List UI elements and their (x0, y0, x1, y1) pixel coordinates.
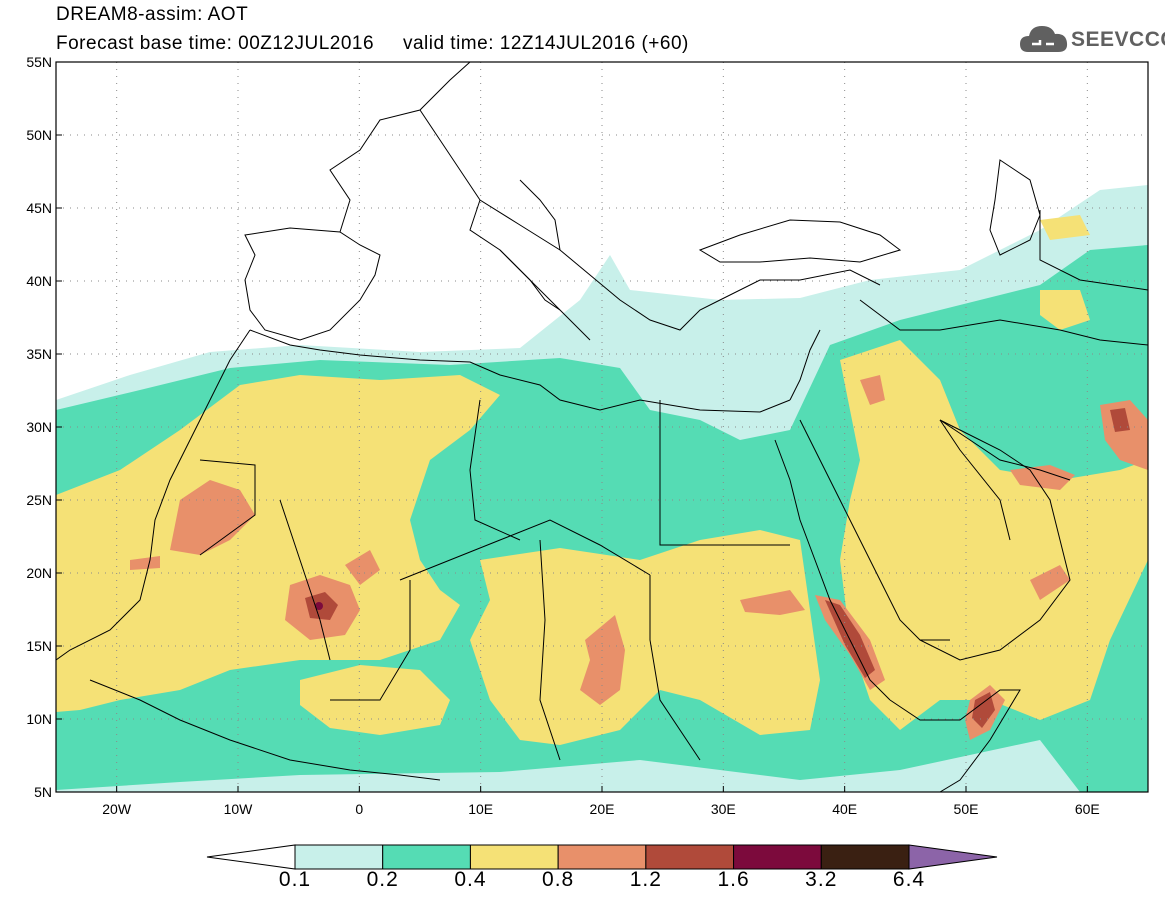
lat-label: 5N (34, 784, 52, 800)
aot-band-1.2-b (972, 692, 995, 728)
colorbar-swatch (733, 844, 822, 870)
coastlines (56, 62, 1148, 792)
latitude-labels: 55N 50N 45N 40N 35N 30N 25N 20N 15N 10N 5N (26, 54, 62, 800)
lon-label: 40E (832, 801, 857, 817)
logo-text: SEEVCCC (1071, 28, 1165, 51)
seevccc-logo: SEEVCCC (1018, 22, 1165, 56)
colorbar-max-arrow (908, 844, 998, 870)
aot-band-0.4-arabia (840, 340, 1148, 730)
lat-label: 35N (26, 346, 52, 362)
aot-band-0.4-west (56, 375, 500, 712)
aot-band-0.4-caspian (1040, 215, 1090, 240)
lat-label: 40N (26, 273, 52, 289)
graticule (56, 62, 1148, 792)
lon-label: 10E (468, 801, 493, 817)
chart-subtitle: Forecast base time: 00Z12JUL2016 valid t… (56, 33, 689, 54)
colorbar-tick-label: 0.4 (454, 868, 487, 891)
lat-label: 10N (26, 711, 52, 727)
aot-band-1.6-peak (315, 602, 323, 610)
lon-label: 30E (711, 801, 736, 817)
colorbar (206, 844, 998, 870)
aot-band-0.4-central (470, 530, 820, 745)
lat-label: 55N (26, 54, 52, 70)
colorbar-swatch (294, 844, 384, 870)
lat-label: 30N (26, 419, 52, 435)
colorbar-tick-label: 0.1 (278, 868, 312, 891)
lat-label: 45N (26, 200, 52, 216)
colorbar-tick-label: 1.2 (629, 868, 662, 891)
lat-label: 25N (26, 492, 52, 508)
lat-label: 50N (26, 127, 52, 143)
colorbar-swatch (469, 844, 559, 870)
lon-label: 20W (102, 801, 132, 817)
colorbar-tick-label: 3.2 (805, 868, 838, 891)
colorbar-min-arrow (206, 844, 296, 870)
colorbar-tick-label: 0.2 (366, 868, 399, 891)
aot-band-0.4-persia (1040, 290, 1090, 330)
aot-band-0.8-a (170, 480, 255, 555)
colorbar-swatch (382, 844, 471, 870)
lat-label: 15N (26, 638, 52, 654)
lat-label: 20N (26, 565, 52, 581)
lon-label: 20E (590, 801, 615, 817)
colorbar-tick-label: 1.6 (717, 868, 750, 891)
cloud-logo-icon (1020, 26, 1068, 52)
longitude-labels: 20W 10W 0 10E 20E 30E 40E 50E 60E (102, 786, 1100, 817)
colorbar-tick-label: 0.8 (542, 868, 575, 891)
aot-band-1.2-c (1110, 408, 1130, 432)
aot-band-0.8-g (860, 375, 885, 405)
colorbar-tick-label: 6.4 (892, 868, 926, 891)
aot-band-0.8-c (345, 550, 380, 585)
colorbar-swatch (645, 844, 735, 870)
aot-band-0.8-d (580, 615, 625, 705)
aot-band-0.8-e (740, 590, 805, 615)
colorbar-swatch (557, 844, 647, 870)
lon-label: 10W (224, 801, 254, 817)
aot-band-0.8-j (1030, 565, 1070, 600)
lon-label: 50E (954, 801, 979, 817)
lon-label: 60E (1075, 801, 1100, 817)
chart-title: DREAM8-assim: AOT (56, 4, 249, 25)
aot-band-0.8-i (1010, 465, 1075, 490)
colorbar-swatch (820, 844, 910, 870)
lon-label: 0 (355, 801, 363, 817)
aot-band-0.8-l (130, 556, 160, 570)
